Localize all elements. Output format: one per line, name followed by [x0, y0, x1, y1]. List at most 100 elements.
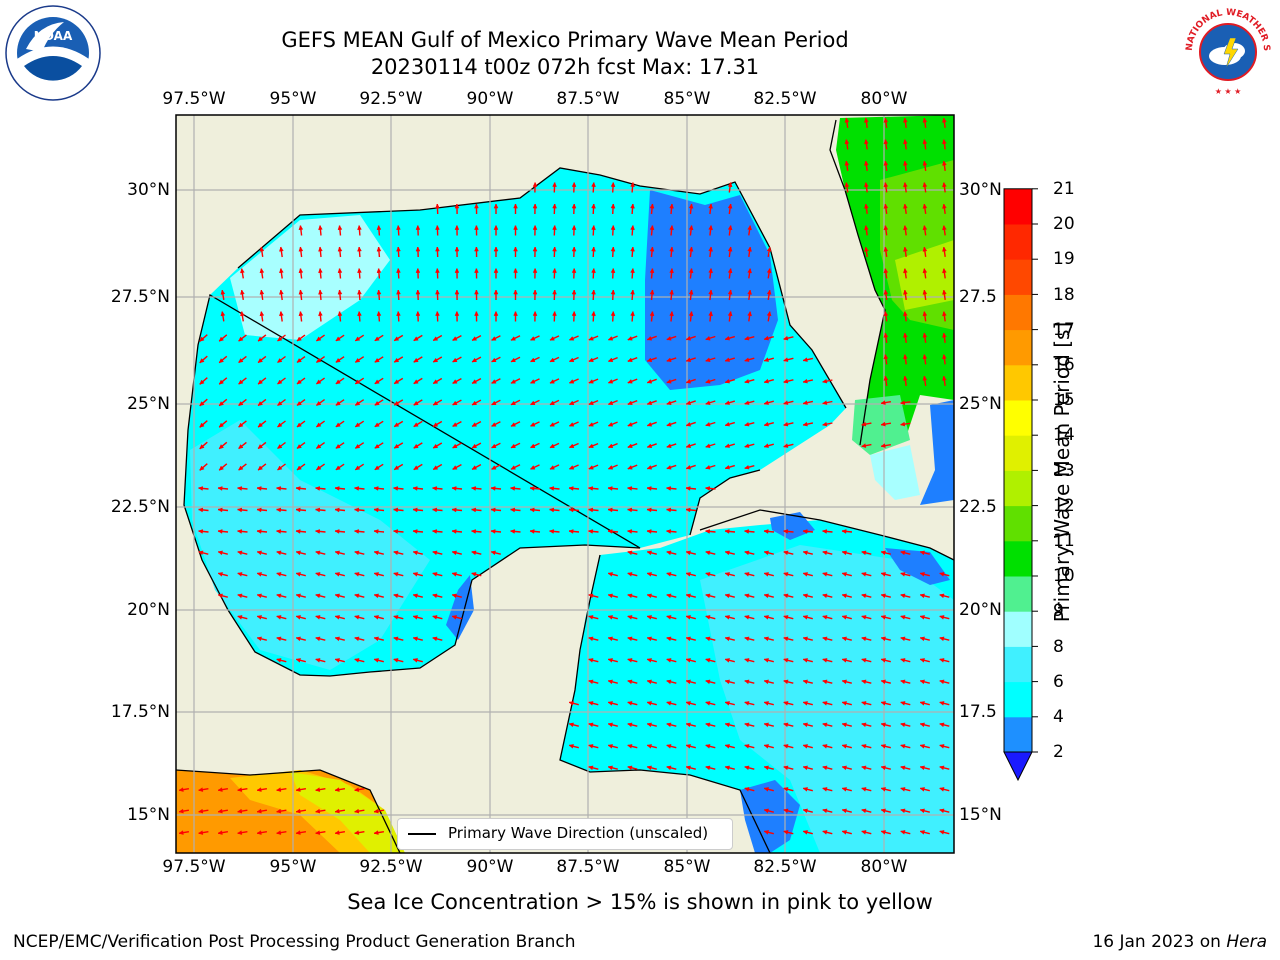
wave-arrow-head	[763, 593, 769, 599]
lon-label-bottom: 85°W	[663, 857, 711, 877]
wave-arrow-head	[431, 507, 438, 513]
wave-arrow-head	[334, 636, 340, 642]
footer-host: Hera	[1226, 932, 1267, 952]
wave-arrow-head	[747, 311, 752, 317]
wave-arrow-head	[238, 401, 244, 406]
wave-arrow-head	[276, 830, 282, 835]
wave-arrow-head	[666, 615, 672, 620]
wave-arrow-head	[334, 658, 340, 663]
wave-arrow-head	[532, 181, 538, 187]
lon-label-bottom: 90°W	[466, 857, 514, 877]
wave-arrow-head	[454, 267, 460, 273]
wave-arrow-head	[315, 787, 321, 792]
wave-arrow-head	[588, 765, 594, 771]
wave-arrow-head	[571, 246, 577, 252]
wave-arrow-head	[649, 203, 655, 209]
wave-arrow-head	[454, 224, 460, 230]
wave-arrow-head	[392, 486, 399, 491]
wave-arrow-head	[922, 311, 928, 317]
lon-label-top: 97.5°W	[162, 89, 226, 109]
wave-arrow-head	[841, 787, 847, 792]
wave-arrow-head	[630, 224, 635, 230]
wave-arrow-head	[708, 224, 713, 231]
wave-arrow-head	[607, 357, 614, 362]
lon-label-bottom: 80°W	[860, 857, 908, 877]
wave-arrow-head	[256, 830, 262, 835]
wave-arrow-head	[588, 357, 594, 362]
wave-arrow-head	[900, 787, 906, 792]
lon-label-top: 85°W	[663, 89, 711, 109]
colorbar-swatch	[1004, 716, 1032, 753]
wave-arrow-head	[396, 310, 401, 316]
wave-arrow-head	[607, 336, 614, 341]
footer-date: 16 Jan 2023 on Hera	[1092, 932, 1267, 952]
wave-arrow-head	[552, 203, 557, 209]
wave-arrow-head	[373, 636, 379, 642]
wave-arrow-head	[568, 400, 575, 405]
wave-arrow-head	[919, 808, 925, 814]
wave-arrow-head	[822, 572, 828, 577]
colorbar-tick: 10	[1053, 566, 1075, 586]
colorbar-tick: 13	[1053, 461, 1075, 481]
wave-arrow-head	[942, 246, 947, 252]
wave-arrow-head	[900, 808, 906, 814]
wave-arrow-head	[900, 421, 906, 427]
wave-arrow-head	[607, 507, 613, 513]
wave-arrow-head	[353, 486, 360, 491]
wave-arrow-head	[607, 658, 613, 663]
wave-arrow-head	[532, 310, 538, 316]
wave-arrow-head	[393, 357, 400, 363]
wave-arrow-head	[841, 679, 847, 685]
wave-arrow-head	[822, 765, 828, 771]
wave-arrow-head	[413, 422, 419, 427]
wave-arrow-head	[588, 744, 594, 749]
wave-arrow-head	[646, 615, 652, 620]
wave-arrow-head	[510, 357, 516, 362]
wave-arrow-head	[513, 267, 518, 273]
wave-arrow-head	[669, 310, 674, 317]
wave-arrow-head	[744, 636, 750, 642]
wave-arrow-head	[783, 744, 789, 749]
wave-arrow-head	[942, 289, 947, 295]
wave-arrow-head	[296, 358, 302, 363]
wave-arrow-head	[415, 289, 421, 295]
wave-arrow-head	[939, 636, 945, 642]
wave-arrow-head	[318, 246, 323, 252]
wave-arrow-head	[199, 422, 205, 428]
wave-arrow-head	[279, 310, 284, 317]
wave-arrow-head	[279, 267, 284, 274]
colorbar-swatch	[1004, 435, 1032, 471]
wave-arrow-head	[236, 507, 243, 513]
wave-arrow-head	[727, 203, 733, 209]
wave-arrow-head	[277, 401, 283, 406]
wave-arrow-head	[919, 615, 925, 620]
wave-arrow-head	[296, 465, 302, 471]
wave-arrow-head	[571, 267, 577, 273]
wave-arrow-head	[412, 507, 418, 513]
wave-arrow-head	[704, 529, 711, 534]
colorbar-swatch	[1004, 224, 1032, 260]
wave-arrow-head	[373, 808, 379, 814]
wave-arrow-head	[451, 593, 457, 599]
wave-arrow-head	[217, 593, 223, 599]
wave-arrow-head	[315, 615, 321, 620]
wave-arrow-head	[451, 615, 457, 620]
wave-arrow-head	[724, 357, 730, 362]
wave-arrow-head	[942, 203, 947, 209]
wave-arrow-head	[705, 464, 711, 470]
wave-arrow-head	[883, 117, 889, 123]
wave-arrow-head	[513, 310, 518, 316]
wave-arrow-head	[685, 679, 691, 685]
wave-arrow-head	[490, 507, 496, 513]
wave-arrow-head	[549, 336, 555, 341]
wave-arrow-head	[432, 550, 438, 556]
colorbar-swatch	[1004, 294, 1032, 331]
wave-arrow-head	[747, 289, 752, 295]
wave-arrow-head	[392, 529, 399, 534]
wave-arrow-head	[393, 422, 400, 427]
wave-arrow-head	[588, 379, 594, 384]
wave-arrow-head	[922, 203, 928, 209]
wave-arrow-head	[237, 808, 243, 814]
wave-arrow-head	[942, 160, 947, 166]
wave-arrow-head	[510, 400, 516, 405]
